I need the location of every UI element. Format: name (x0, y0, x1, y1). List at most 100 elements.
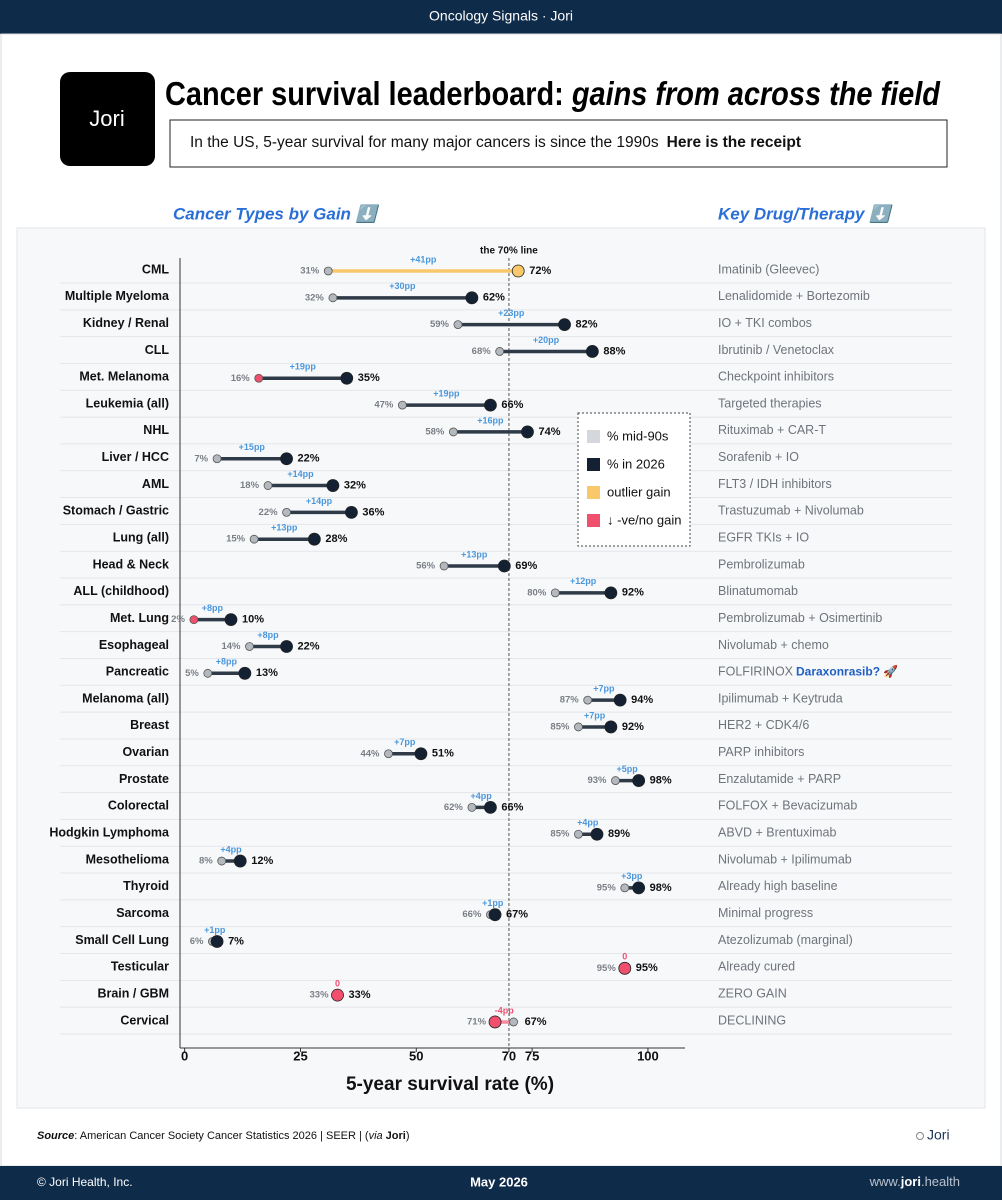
value-label-before: 85% (550, 829, 570, 840)
category-label: Small Cell Lung (75, 933, 169, 947)
therapy-label: Blinatumomab (718, 584, 798, 598)
value-label-before: 85% (550, 721, 570, 732)
gain-label: +4pp (220, 844, 242, 854)
date: May 2026 (470, 1174, 528, 1189)
subtitle: In the US, 5-year survival for many majo… (190, 134, 801, 151)
value-label-after: 94% (631, 694, 653, 706)
gain-label: +1pp (204, 925, 226, 935)
marker-after (511, 264, 525, 278)
category-label: Kidney / Renal (83, 316, 169, 330)
category-label: Mesothelioma (86, 852, 170, 866)
gain-label: +13pp (271, 523, 298, 533)
category-label: Lung (all) (113, 530, 169, 544)
source-brand: Jori (386, 1130, 406, 1142)
gain-label: +14pp (287, 469, 314, 479)
therapy-label: Already cured (718, 960, 795, 974)
gain-label: +13pp (461, 549, 488, 559)
source: Source: American Cancer Society Cancer S… (37, 1130, 410, 1142)
marker-after (632, 881, 646, 895)
value-label-after: 22% (298, 453, 320, 465)
gain-label: +12pp (570, 576, 597, 586)
x-tick-label: 70 (502, 1048, 516, 1063)
gain-label: +16pp (477, 415, 504, 425)
chart-panel (16, 227, 986, 1109)
category-label: Multiple Myeloma (65, 289, 170, 303)
value-label-before: 59% (430, 319, 450, 330)
gain-label: +7pp (394, 737, 416, 747)
therapy-label: Sorafenib + IO (718, 450, 799, 464)
value-label-after: 33% (349, 989, 371, 1001)
url-prefix: www. (869, 1174, 901, 1189)
therapy-label: Pembrolizumab (718, 557, 805, 571)
category-label: Hodgkin Lymphoma (49, 826, 170, 840)
gain-label: +5pp (616, 764, 638, 774)
marker-before (384, 749, 393, 759)
marker-after (465, 291, 479, 305)
value-label-after: 67% (525, 1016, 547, 1028)
copyright: © Jori Health, Inc. (37, 1175, 133, 1189)
value-label-after: 66% (501, 801, 523, 813)
marker-after (604, 586, 618, 600)
marker-before (574, 829, 583, 839)
marker-before (189, 615, 199, 625)
category-label: Head & Neck (93, 557, 169, 571)
value-label-after: 69% (515, 560, 537, 572)
marker-after (590, 827, 604, 841)
gain-label: +30pp (389, 281, 416, 291)
legend-label: outlier gain (607, 484, 671, 499)
category-label: Met. Melanoma (79, 370, 170, 384)
marker-after (484, 398, 497, 412)
title-main: Cancer survival leaderboard: (165, 75, 572, 112)
bottom-bar (0, 1166, 1002, 1200)
gain-label: 0 (335, 979, 340, 989)
therapy-label: Trastuzumab + Nivolumab (718, 504, 864, 518)
value-label-before: 5% (185, 668, 199, 679)
gain-label: +7pp (593, 683, 615, 693)
therapy-callout: Daraxonrasib? 🚀 (796, 664, 898, 678)
marker-before (245, 642, 254, 651)
value-label-after: 72% (529, 265, 551, 277)
value-label-after: 28% (325, 533, 347, 545)
therapy-label: Nivolumab + chemo (718, 638, 829, 652)
category-label: Testicular (111, 960, 169, 974)
marker-after (488, 908, 502, 922)
marker-before (328, 293, 338, 303)
gain-label: +7pp (584, 710, 606, 720)
marker-before (620, 883, 630, 893)
source-close: ) (406, 1130, 410, 1142)
value-label-before: 14% (221, 641, 241, 652)
marker-before (254, 373, 264, 383)
gain-label: +8pp (257, 630, 279, 640)
value-label-before: 2% (171, 614, 185, 625)
marker-before (495, 347, 505, 356)
therapy-label: HER2 + CDK4/6 (718, 718, 809, 732)
value-label-after: 10% (242, 614, 264, 626)
x-tick-label: 0 (181, 1048, 188, 1063)
category-label: Leukemia (all) (86, 396, 169, 410)
value-label-after: 92% (622, 721, 644, 733)
value-label-before: 16% (231, 373, 251, 384)
category-label: Brain / GBM (97, 986, 169, 1000)
category-label: Breast (130, 718, 170, 732)
value-label-after: 35% (358, 372, 380, 384)
therapy-label: Enzalutamide + PARP (718, 772, 841, 786)
legend-swatch (587, 458, 600, 471)
value-label-before: 62% (444, 802, 464, 813)
gain-label: +4pp (471, 791, 493, 801)
therapy-label: EGFR TKIs + IO (718, 530, 809, 544)
therapy-label: FLT3 / IDH inhibitors (718, 477, 832, 491)
x-tick-label: 75 (525, 1048, 539, 1063)
therapy-label: Lenalidomide + Bortezomib (718, 289, 870, 303)
value-label-before: 8% (199, 856, 213, 867)
therapy-label: FOLFOX + Bevacizumab (718, 799, 857, 813)
logo: Jori (89, 106, 124, 131)
value-label-before: 66% (462, 909, 482, 920)
gain-label: +41pp (410, 254, 437, 264)
marker-before (583, 695, 593, 705)
marker-before (453, 320, 463, 330)
therapy-label: Pembrolizumab + Osimertinib (718, 611, 882, 625)
left-heading: Cancer Types by Gain ⬇️ (173, 203, 381, 223)
category-label: Sarcoma (116, 906, 170, 920)
value-label-after: 32% (344, 479, 366, 491)
